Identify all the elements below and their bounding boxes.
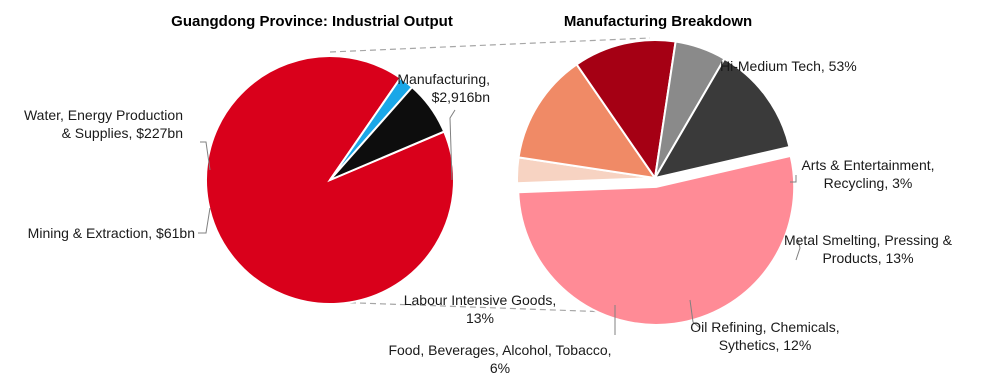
slice-label-water-energy-production: Water, Energy Production & Supplies, $227… <box>24 107 183 141</box>
slice-label-line: Manufacturing, <box>397 71 490 87</box>
connector-bottom <box>329 301 611 313</box>
slice-label-arts-entertainment: Arts & Entertainment, Recycling, 3% <box>801 157 934 191</box>
slice-label-line: Mining & Extraction, $61bn <box>28 225 195 241</box>
slice-label-hi-medium-tech-53: Hi-Medium Tech, 53% <box>720 58 857 74</box>
slice-label-line: Products, 13% <box>822 250 913 266</box>
leader-line-oil-refining-chemicals <box>689 299 701 329</box>
leader-line-metal-smelting-pressing <box>795 239 801 261</box>
right-pie <box>516 39 796 326</box>
slice-label-mining-extraction-61bn: Mining & Extraction, $61bn <box>28 225 195 241</box>
slice-label-line: & Supplies, $227bn <box>62 125 183 141</box>
right-chart-title: Manufacturing Breakdown <box>564 13 752 30</box>
pie-slice-oil-refining-chemicals <box>575 39 677 181</box>
slice-label-labour-intensive-goods: Labour Intensive Goods, 13% <box>404 292 557 326</box>
slice-label-line: Metal Smelting, Pressing & <box>784 232 953 248</box>
left-pie <box>205 55 455 305</box>
slice-label-line: 6% <box>490 360 510 376</box>
pie-slice-metal-smelting-pressing <box>517 63 658 180</box>
slice-label-line: Sythetics, 12% <box>719 337 812 353</box>
slice-label-line: Food, Beverages, Alcohol, Tobacco, <box>388 342 611 358</box>
slice-label-line: Water, Energy Production <box>24 107 183 123</box>
slice-label-line: $2,916bn <box>432 89 490 105</box>
slice-label-oil-refining-chemicals: Oil Refining, Chemicals, Sythetics, 12% <box>690 319 839 353</box>
right-pie-labels: Hi-Medium Tech, 53% Arts & Entertainment,… <box>388 58 952 376</box>
pie-slice-labour-intensive-goods <box>652 57 791 180</box>
slice-label-metal-smelting-pressing: Metal Smelting, Pressing & Products, 13% <box>784 232 953 266</box>
leader-line-water-energy-production <box>200 141 211 171</box>
slice-label-line: 13% <box>466 310 494 326</box>
slice-label-line: Arts & Entertainment, <box>801 157 934 173</box>
slice-label-manufacturing: Manufacturing, $2,916bn <box>397 71 490 105</box>
slice-label-food-beverages-alcohol-tobacco: Food, Beverages, Alcohol, Tobacco, 6% <box>388 342 611 376</box>
pie-slice-water-energy-production <box>329 85 446 181</box>
slice-label-line: Hi-Medium Tech, 53% <box>720 58 857 74</box>
slice-label-line: Labour Intensive Goods, <box>404 292 557 308</box>
leader-line-mining-extraction-61bn <box>198 207 211 234</box>
pie-slice-hi-medium-tech-53 <box>517 154 796 326</box>
left-pie-labels: Manufacturing, $2,916bn Mining & Extractio… <box>24 71 490 241</box>
slice-label-line: Recycling, 3% <box>824 175 913 191</box>
leader-line-manufacturing <box>449 109 456 181</box>
leader-line-arts-entertainment <box>790 175 797 183</box>
slice-label-line: Oil Refining, Chemicals, <box>690 319 839 335</box>
left-chart-title: Guangdong Province: Industrial Output <box>171 13 453 30</box>
connector-top <box>329 37 651 53</box>
